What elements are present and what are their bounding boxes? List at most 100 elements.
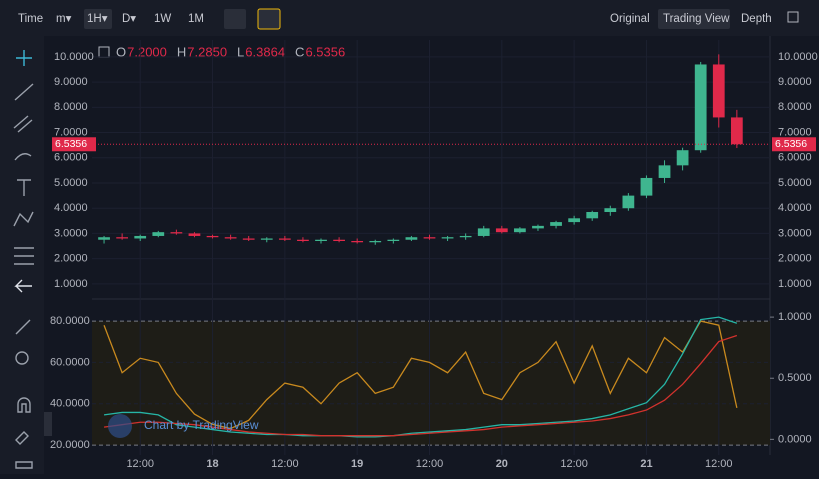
y-tick-label-right: 6.0000 bbox=[778, 152, 812, 164]
candle-body bbox=[694, 64, 707, 151]
candle-body bbox=[351, 241, 364, 243]
y-tick-label-right: 1.0000 bbox=[778, 278, 812, 290]
candle-body bbox=[658, 165, 671, 178]
candle-body bbox=[477, 228, 490, 236]
view-item[interactable]: Depth bbox=[741, 13, 772, 25]
candle-body bbox=[514, 228, 526, 233]
ohlc-value: 6.3864 bbox=[245, 44, 285, 59]
candle-body bbox=[423, 237, 436, 239]
toolbar-item[interactable]: 1W bbox=[154, 13, 171, 25]
candle-body bbox=[550, 222, 562, 226]
candle-body bbox=[387, 239, 400, 242]
candle-body bbox=[441, 237, 454, 239]
candle-body bbox=[170, 232, 183, 234]
indicator-band bbox=[92, 321, 770, 446]
toolbar-item[interactable]: D▾ bbox=[122, 13, 136, 25]
view-item[interactable]: Original bbox=[610, 13, 650, 25]
candle-body bbox=[495, 228, 508, 233]
candle-body bbox=[604, 208, 617, 212]
y-tick-label: 7.0000 bbox=[54, 126, 88, 138]
candle-body bbox=[405, 237, 418, 240]
y-tick-label: 1.0000 bbox=[54, 278, 88, 290]
indicator-button[interactable] bbox=[257, 8, 281, 30]
y2-tick-label: 0.5000 bbox=[778, 372, 812, 384]
ohlc-key: C bbox=[295, 44, 304, 59]
y-tick-label: 6.0000 bbox=[54, 152, 88, 164]
ohlc-value: 7.2000 bbox=[127, 44, 167, 59]
toolbar-item[interactable]: 1H▾ bbox=[87, 13, 108, 25]
drawing-tools[interactable] bbox=[13, 50, 34, 469]
indicator-line bbox=[103, 334, 738, 437]
candle-body bbox=[586, 212, 599, 219]
candle-body bbox=[315, 239, 327, 242]
y-tick-label-right: 9.0000 bbox=[778, 76, 812, 88]
candle-body bbox=[98, 237, 110, 240]
candle-body bbox=[712, 64, 725, 118]
candle-body bbox=[730, 117, 743, 145]
toolbar-item[interactable]: 1M bbox=[188, 13, 204, 25]
candle-body bbox=[532, 225, 544, 229]
ohlc-value: 7.2850 bbox=[187, 44, 227, 59]
y-tick-label: 20.0000 bbox=[50, 439, 90, 451]
candle-body bbox=[224, 237, 237, 239]
y2-tick-label: 1.0000 bbox=[778, 311, 812, 323]
y-tick-label-right: 10.0000 bbox=[778, 51, 818, 63]
x-tick-label: 12:00 bbox=[126, 458, 154, 470]
x-tick-label: 12:00 bbox=[705, 458, 733, 470]
price-tag bbox=[52, 137, 96, 152]
selected-view bbox=[658, 9, 730, 29]
indicator-line bbox=[103, 316, 738, 438]
ohlc-key: L bbox=[237, 44, 244, 59]
ohlc-key: O bbox=[116, 44, 126, 59]
toolbar-item[interactable]: Time bbox=[18, 13, 43, 25]
x-tick-label: 12:00 bbox=[271, 458, 299, 470]
candle-body bbox=[116, 237, 129, 239]
x-tick-label: 20 bbox=[496, 458, 508, 470]
candle-body bbox=[260, 238, 273, 240]
price-tag-label: 6.5356 bbox=[775, 138, 807, 150]
candle-body bbox=[622, 195, 635, 209]
candle-body bbox=[459, 235, 472, 238]
candle-body bbox=[676, 150, 689, 166]
candle-body bbox=[568, 218, 581, 223]
y2-tick-label: 0.0000 bbox=[778, 433, 812, 445]
y-tick-label: 80.0000 bbox=[50, 315, 90, 327]
settings-button[interactable] bbox=[224, 9, 246, 29]
x-tick-label: 12:00 bbox=[560, 458, 588, 470]
view-item[interactable]: Trading View bbox=[663, 13, 730, 25]
y-tick-label: 3.0000 bbox=[54, 227, 88, 239]
y-tick-label: 8.0000 bbox=[54, 101, 88, 113]
price-tag bbox=[772, 137, 816, 152]
y-tick-label-right: 7.0000 bbox=[778, 126, 812, 138]
y-tick-label-right: 3.0000 bbox=[778, 227, 812, 239]
y-tick-label: 4.0000 bbox=[54, 202, 88, 214]
indicator-line bbox=[103, 320, 738, 430]
x-tick-label: 12:00 bbox=[416, 458, 444, 470]
y-tick-label: 5.0000 bbox=[54, 177, 88, 189]
watermark: Chart by TradingView bbox=[144, 418, 259, 432]
toolbar-item[interactable]: m▾ bbox=[56, 13, 72, 25]
ohlc-value: 6.5356 bbox=[305, 44, 345, 59]
candle-body bbox=[188, 233, 201, 236]
fullscreen-button[interactable] bbox=[787, 11, 799, 23]
candle-body bbox=[278, 238, 291, 240]
y-tick-label: 60.0000 bbox=[50, 356, 90, 368]
y-tick-label: 40.0000 bbox=[50, 398, 90, 410]
x-tick-label: 19 bbox=[351, 458, 363, 470]
y-tick-label: 2.0000 bbox=[54, 253, 88, 265]
x-tick-label: 21 bbox=[640, 458, 652, 470]
collapse-toggle[interactable] bbox=[44, 412, 52, 436]
price-tag-label: 6.5356 bbox=[55, 138, 87, 150]
left-toolbar bbox=[0, 36, 44, 474]
candle-body bbox=[369, 241, 382, 243]
candle-body bbox=[297, 239, 309, 242]
y-tick-label: 10.0000 bbox=[54, 51, 94, 63]
ohlc-key: H bbox=[177, 44, 186, 59]
candle-body bbox=[134, 235, 147, 239]
candle-body bbox=[152, 232, 165, 236]
y-tick-label-right: 8.0000 bbox=[778, 101, 812, 113]
candle-body bbox=[333, 239, 345, 242]
